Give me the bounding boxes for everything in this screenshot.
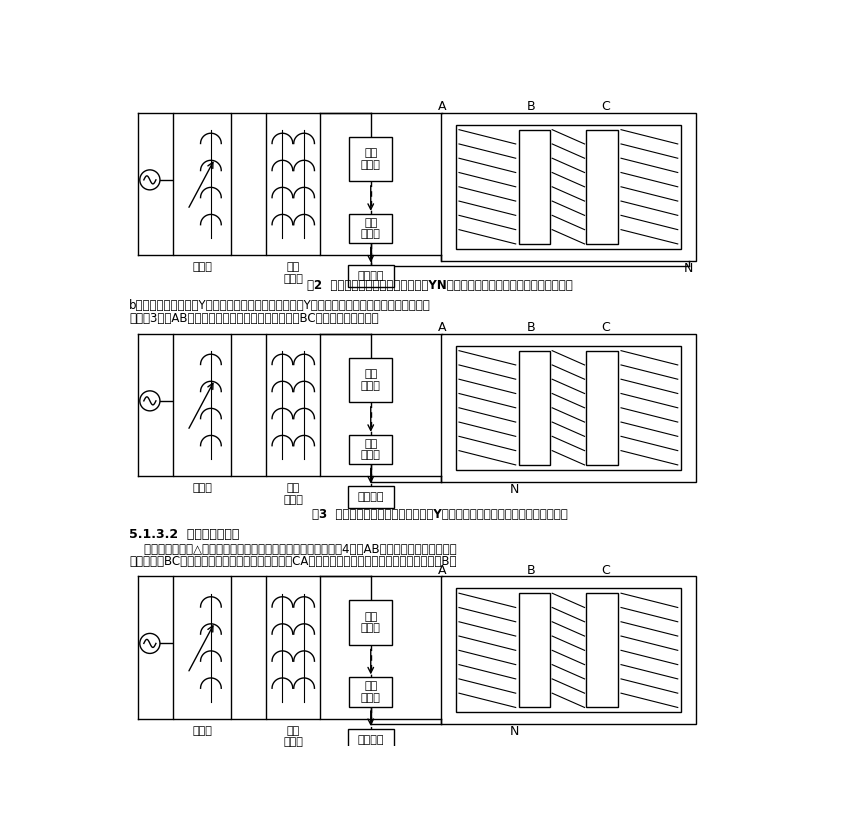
Bar	[347, 486, 394, 508]
Text: A: A	[438, 564, 446, 577]
Text: 中间
变压器: 中间 变压器	[283, 262, 303, 284]
Text: 调压器: 调压器	[192, 262, 212, 272]
Text: 中间
变压器: 中间 变压器	[283, 484, 303, 504]
Text: 5.1.3.2  角型接线变压器: 5.1.3.2 角型接线变压器	[129, 528, 239, 541]
Text: B: B	[527, 564, 535, 577]
Text: b）无中性点变压器（Y型）。三相三柱星型无中性点（Y型）变压器剩磁检测及工频去磁试验接: b）无中性点变压器（Y型）。三相三柱星型无中性点（Y型）变压器剩磁检测及工频去磁…	[129, 299, 431, 313]
Text: 线见图3，在AB接入去磁工频电源，完成去磁后，在BC接入去磁工频电源。: 线见图3，在AB接入去磁工频电源，完成去磁后，在BC接入去磁工频电源。	[129, 312, 378, 324]
Bar	[349, 677, 392, 706]
Text: C: C	[601, 101, 610, 113]
Bar	[266, 577, 320, 719]
Bar	[349, 358, 392, 402]
Text: 去磁后，在BC接入去磁工频电源，完成去磁后，在CA接入去磁工频电源。第二种接线方式见附录B。: 去磁后，在BC接入去磁工频电源，完成去磁后，在CA接入去磁工频电源。第二种接线方…	[129, 555, 456, 568]
Bar	[173, 113, 232, 256]
Text: 图3  三相三柱星型无中性点变压器（Y型）剩磁检测及工频去磁试验接线示意图: 图3 三相三柱星型无中性点变压器（Y型）剩磁检测及工频去磁试验接线示意图	[311, 509, 568, 521]
Bar	[347, 266, 394, 287]
Text: 中间
变压器: 中间 变压器	[283, 726, 303, 747]
Circle shape	[140, 391, 160, 411]
Bar	[349, 137, 392, 181]
Bar	[173, 577, 232, 719]
Bar	[586, 130, 618, 244]
Bar	[349, 435, 392, 464]
Text: A: A	[438, 101, 446, 113]
Circle shape	[140, 634, 160, 654]
Text: 调压器: 调压器	[192, 484, 212, 494]
Bar	[173, 334, 232, 476]
Text: 电压
分压器: 电压 分压器	[361, 370, 381, 391]
Bar	[519, 350, 550, 465]
Bar	[456, 125, 681, 249]
Text: 调压器: 调压器	[192, 726, 212, 736]
Bar	[519, 130, 550, 244]
Bar	[347, 729, 394, 751]
Bar	[586, 350, 618, 465]
Text: C: C	[601, 564, 610, 577]
Text: 数据采集: 数据采集	[358, 272, 384, 281]
Bar	[266, 334, 320, 476]
Bar	[440, 577, 696, 724]
Text: 电流
传感器: 电流 传感器	[361, 681, 381, 703]
Text: 数据采集: 数据采集	[358, 492, 384, 502]
Text: A: A	[438, 321, 446, 334]
Bar	[586, 593, 618, 707]
Bar	[266, 113, 320, 256]
Bar	[349, 600, 392, 645]
Bar	[440, 334, 696, 482]
Bar	[440, 113, 696, 261]
Text: 三相三柱角型（△型）变压器剩磁检测及工频去磁试验接线见图4，在AB接入去磁工频电源，完成: 三相三柱角型（△型）变压器剩磁检测及工频去磁试验接线见图4，在AB接入去磁工频电…	[129, 542, 456, 556]
Bar	[456, 346, 681, 470]
Bar	[349, 214, 392, 243]
Text: N: N	[510, 483, 519, 496]
Bar	[456, 588, 681, 712]
Circle shape	[140, 170, 160, 190]
Text: N: N	[684, 262, 693, 275]
Text: 电流
传感器: 电流 传感器	[361, 218, 381, 239]
Text: B: B	[527, 101, 535, 113]
Text: 数据采集: 数据采集	[358, 735, 384, 745]
Bar	[519, 593, 550, 707]
Text: 电压
分压器: 电压 分压器	[361, 148, 381, 170]
Text: 电流
传感器: 电流 传感器	[361, 438, 381, 460]
Text: C: C	[601, 321, 610, 334]
Text: N: N	[510, 726, 519, 738]
Text: 图2  三相三柱星型有中性点变压器（YN型）剩磁检测及工频去磁试验接线示意图: 图2 三相三柱星型有中性点变压器（YN型）剩磁检测及工频去磁试验接线示意图	[307, 279, 572, 292]
Text: 电压
分压器: 电压 分压器	[361, 612, 381, 634]
Text: B: B	[527, 321, 535, 334]
